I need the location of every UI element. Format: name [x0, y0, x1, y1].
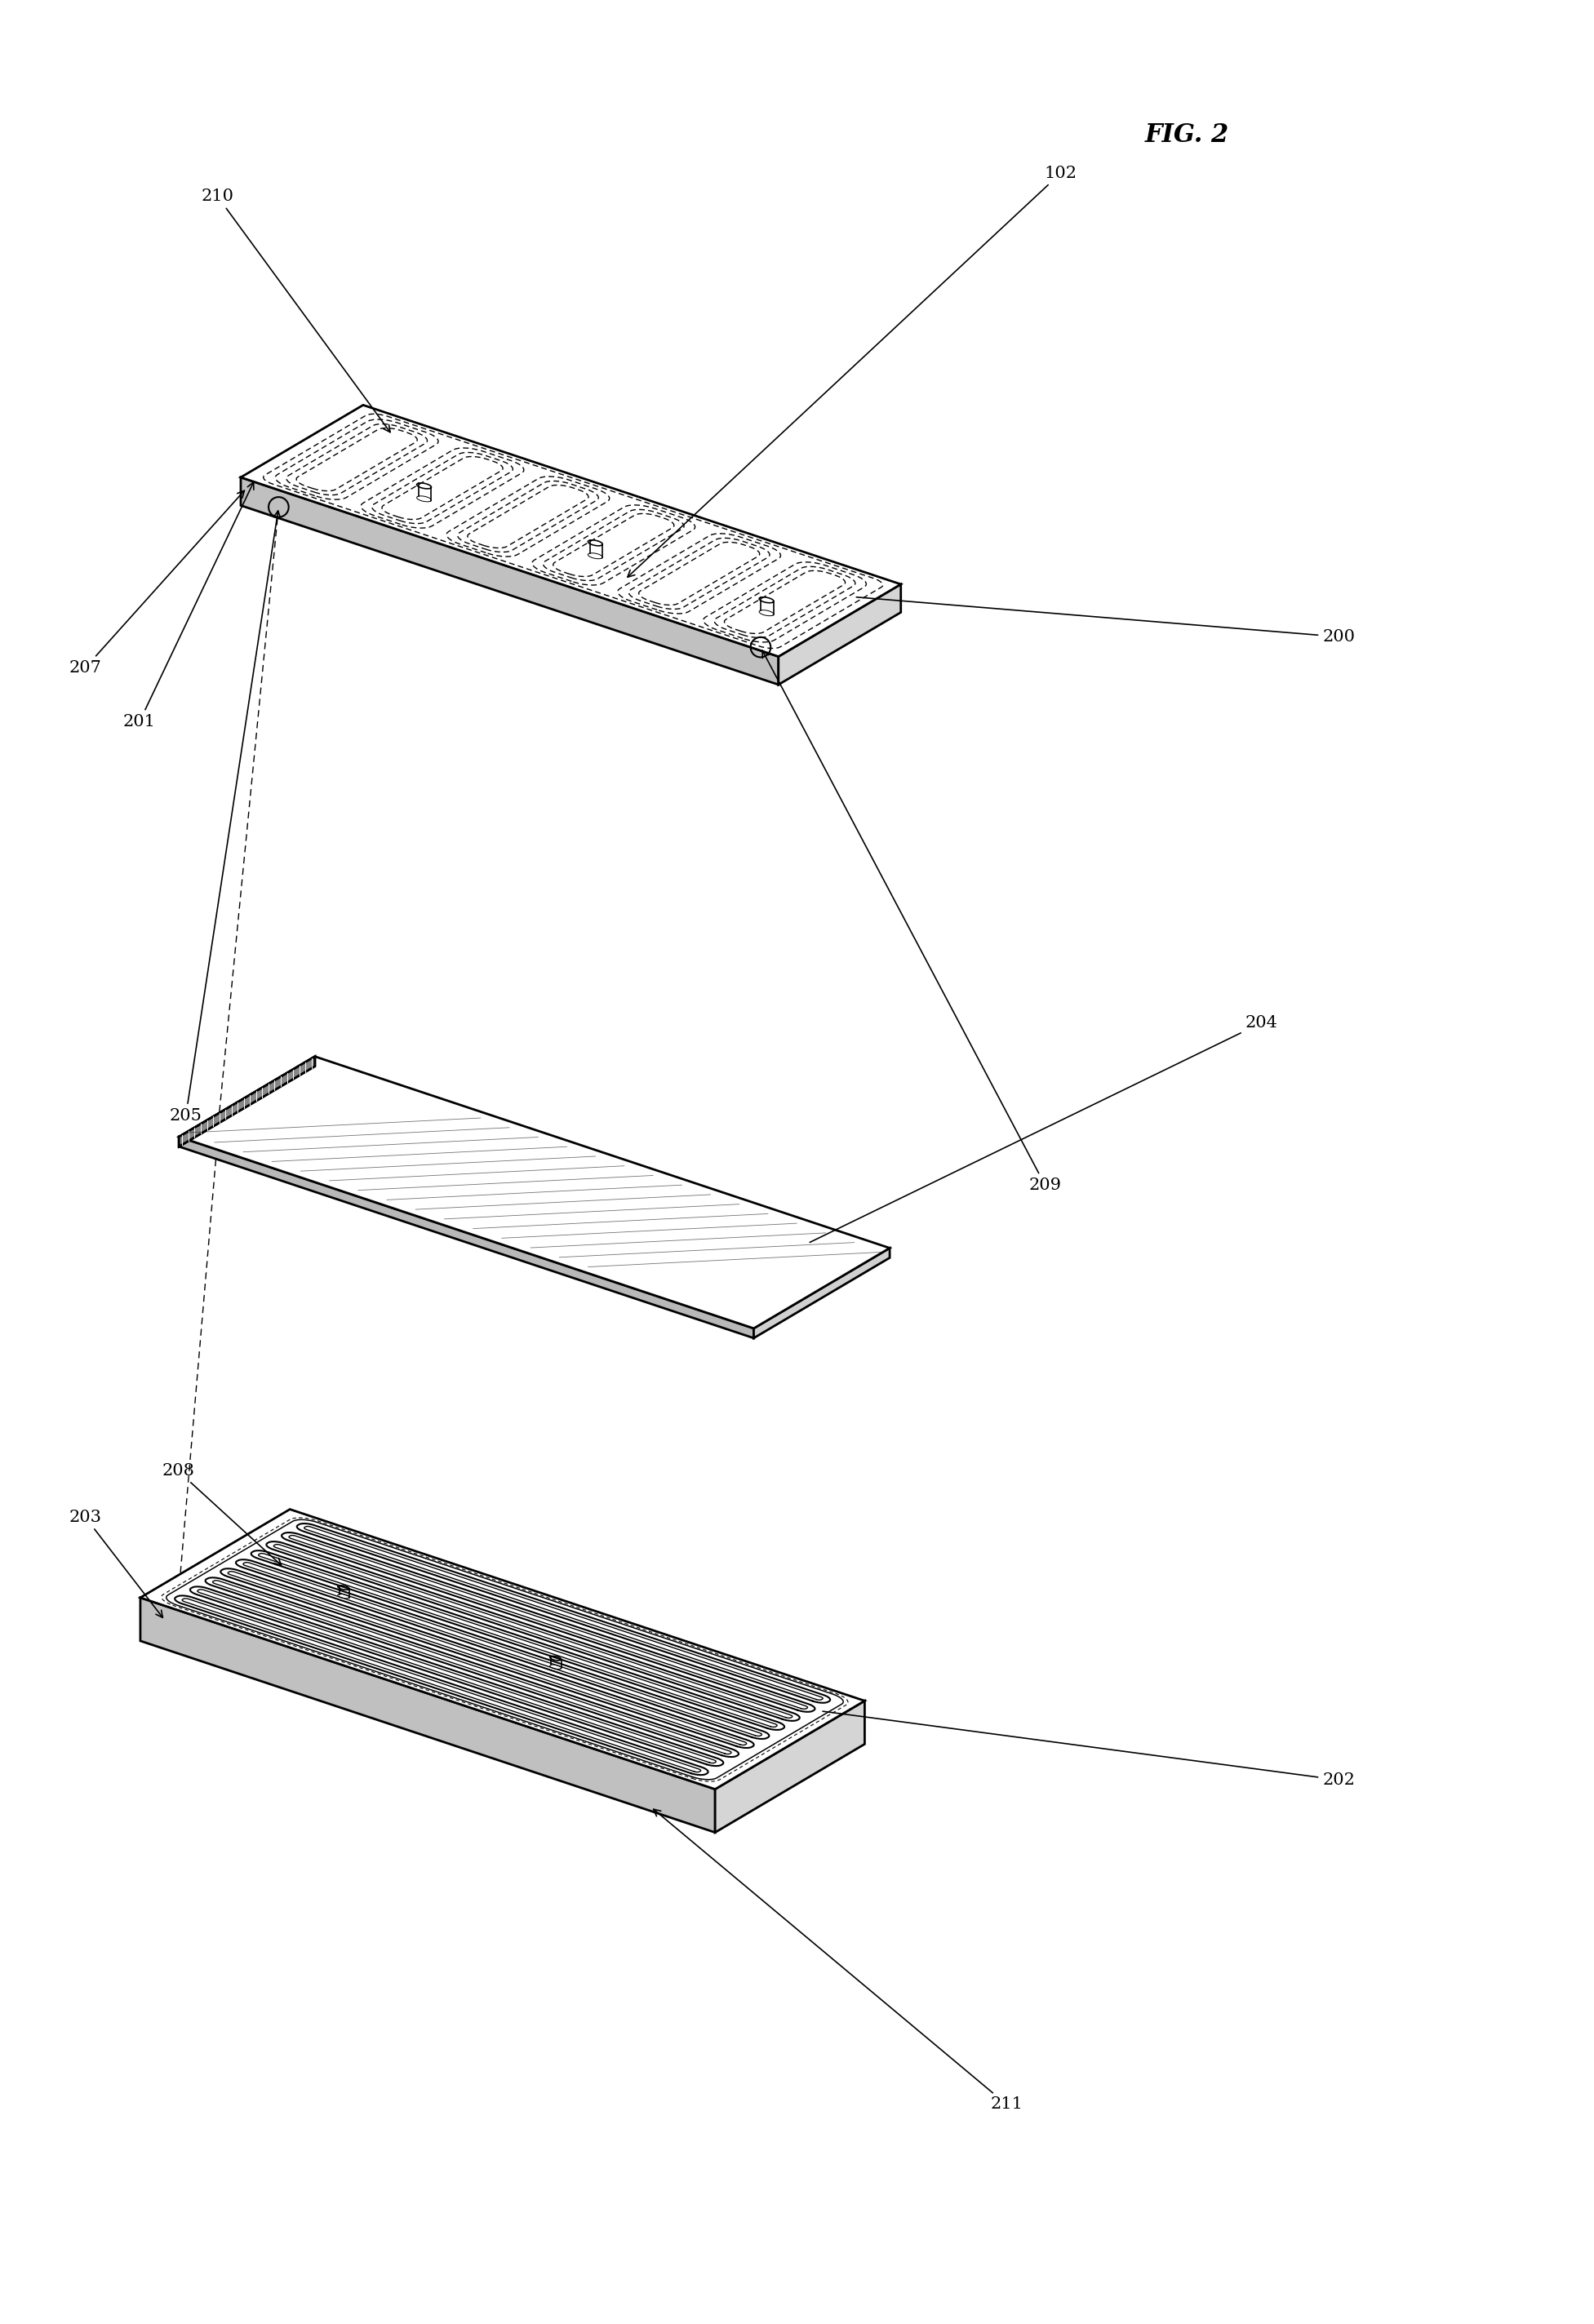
- Polygon shape: [754, 1248, 889, 1339]
- Polygon shape: [179, 1057, 316, 1146]
- Polygon shape: [179, 1136, 754, 1339]
- Polygon shape: [179, 1057, 316, 1146]
- Text: 102: 102: [628, 165, 1078, 576]
- Text: 202: 202: [823, 1710, 1355, 1787]
- Text: 204: 204: [810, 1016, 1278, 1243]
- Text: FIG. 2: FIG. 2: [1144, 123, 1229, 146]
- Text: 209: 209: [762, 651, 1062, 1192]
- Text: 210: 210: [201, 188, 391, 432]
- Polygon shape: [716, 1701, 864, 1831]
- Text: 201: 201: [123, 481, 253, 730]
- Polygon shape: [179, 1057, 889, 1329]
- Text: 208: 208: [163, 1464, 281, 1566]
- Text: 200: 200: [856, 597, 1355, 644]
- Polygon shape: [778, 583, 901, 686]
- Polygon shape: [140, 1597, 716, 1831]
- Text: 207: 207: [69, 490, 244, 676]
- Polygon shape: [241, 404, 901, 658]
- Text: 211: 211: [654, 1810, 1023, 2113]
- Text: 203: 203: [69, 1511, 163, 1618]
- Text: 205: 205: [169, 511, 281, 1122]
- Polygon shape: [140, 1508, 864, 1789]
- Polygon shape: [241, 476, 778, 686]
